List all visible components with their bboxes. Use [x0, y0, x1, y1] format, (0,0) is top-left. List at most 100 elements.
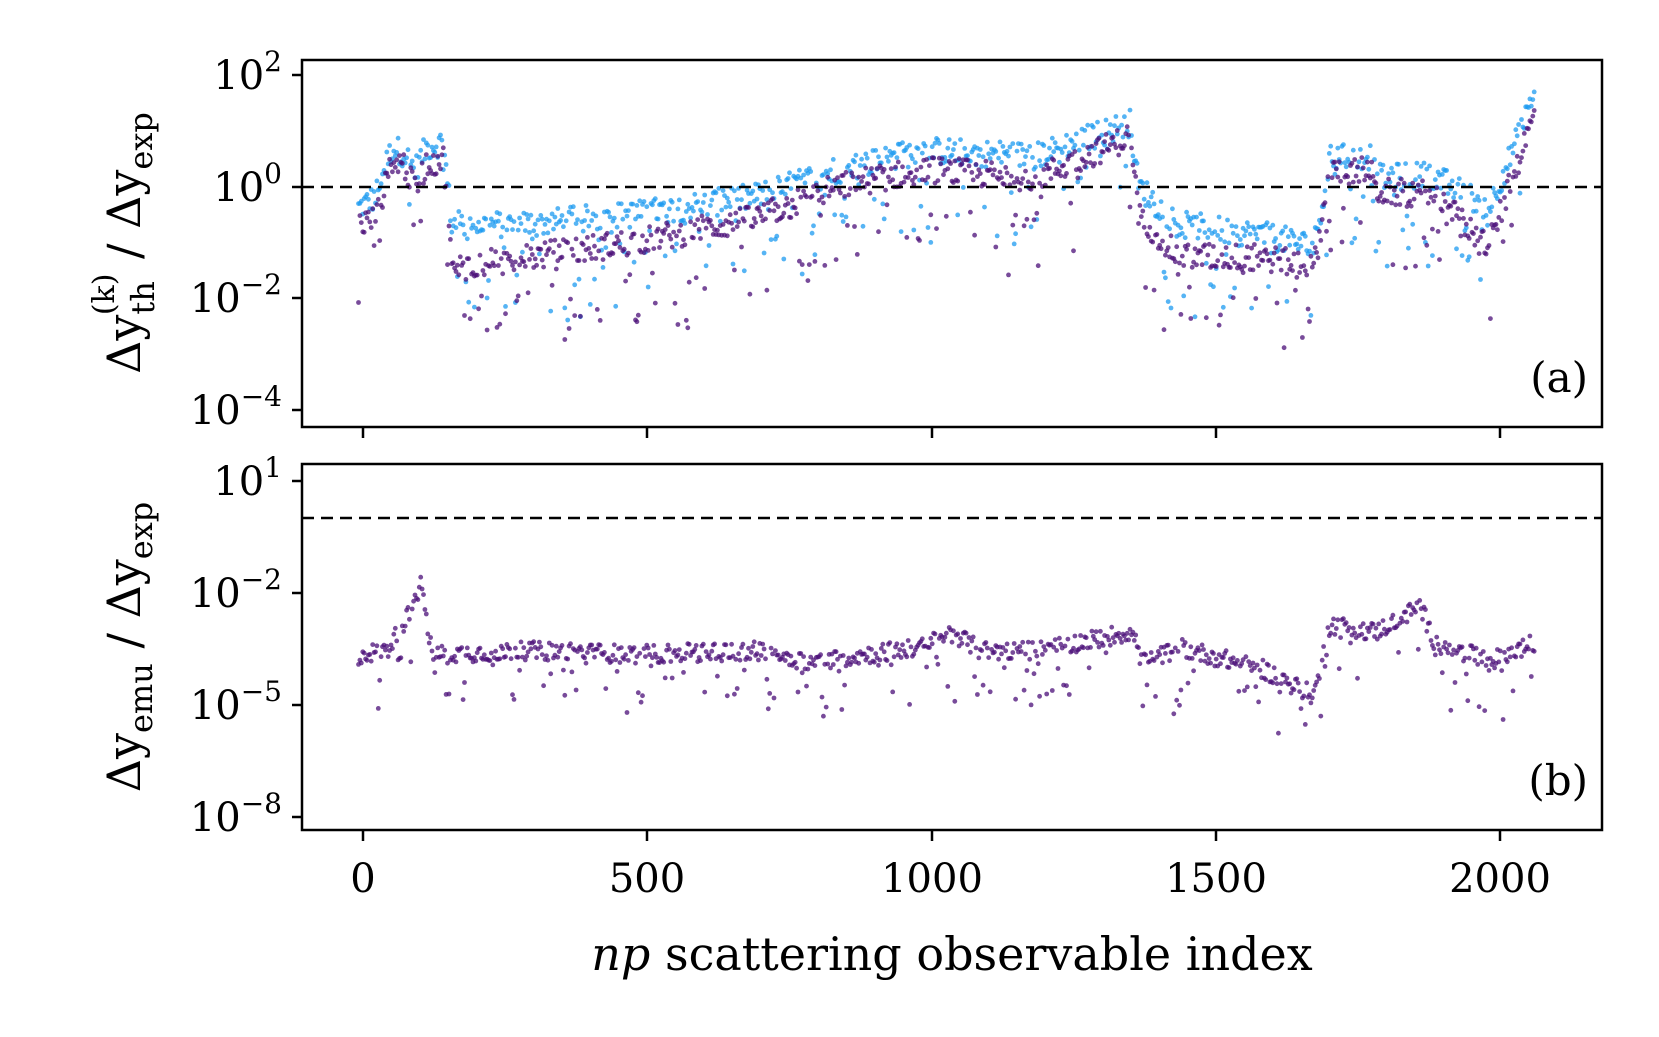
- panel-a-frame: [300, 58, 1604, 429]
- data-point-emulator: [613, 657, 619, 663]
- data-point-dark: [1291, 251, 1297, 257]
- data-point-emulator: [667, 646, 672, 652]
- data-point-light: [1350, 147, 1356, 153]
- data-point-light: [1530, 97, 1536, 102]
- data-point-emulator: [975, 692, 980, 697]
- data-point-light: [994, 233, 1000, 239]
- data-point-dark: [568, 296, 573, 302]
- data-point-light: [1445, 191, 1451, 197]
- data-point-emulator: [775, 652, 781, 658]
- data-point-dark: [1516, 170, 1521, 176]
- data-point-emulator: [1321, 644, 1326, 649]
- data-point-dark: [1408, 203, 1414, 209]
- data-point-dark: [691, 235, 696, 241]
- data-point-dark: [1277, 256, 1283, 261]
- data-point-dark: [771, 208, 777, 214]
- data-point-emulator: [1071, 645, 1076, 651]
- data-point-emulator: [792, 659, 798, 665]
- data-point-dark: [1161, 327, 1167, 333]
- data-point-light: [1455, 181, 1461, 187]
- data-point-emulator: [488, 650, 494, 656]
- data-point-light: [1384, 263, 1390, 269]
- data-point-emulator: [1448, 707, 1454, 713]
- data-point-dark: [481, 272, 487, 278]
- data-point-dark: [1140, 208, 1146, 214]
- x-tick-label: 1000: [881, 856, 983, 902]
- data-point-light: [634, 203, 640, 208]
- data-point-dark: [1434, 185, 1440, 191]
- data-point-dark: [840, 173, 846, 178]
- data-point-dark: [1263, 247, 1269, 253]
- data-point-dark: [1038, 194, 1044, 200]
- data-point-emulator: [708, 656, 713, 662]
- data-point-emulator: [1380, 618, 1386, 623]
- data-point-light: [529, 236, 535, 242]
- data-point-emulator: [1382, 626, 1387, 632]
- data-point-light: [1075, 179, 1081, 185]
- data-point-light: [378, 181, 384, 187]
- data-point-dark: [494, 325, 500, 330]
- data-point-emulator: [408, 659, 414, 665]
- data-point-dark: [1133, 174, 1139, 179]
- data-point-light: [1179, 231, 1185, 236]
- data-point-dark: [541, 264, 546, 270]
- data-point-dark: [1035, 263, 1041, 269]
- data-point-light: [1297, 236, 1302, 242]
- data-point-dark: [368, 225, 374, 231]
- data-point-dark: [513, 259, 518, 265]
- data-point-light: [857, 163, 863, 168]
- data-point-light: [797, 167, 802, 173]
- data-point-light: [1120, 134, 1126, 140]
- data-point-dark: [1338, 178, 1343, 184]
- data-point-emulator: [833, 649, 839, 655]
- data-point-emulator: [626, 658, 631, 663]
- data-point-emulator: [1311, 688, 1317, 693]
- data-point-dark: [806, 262, 812, 267]
- data-point-emulator: [614, 669, 620, 674]
- data-point-emulator: [439, 643, 445, 649]
- data-point-emulator: [411, 598, 416, 604]
- data-point-dark: [667, 232, 672, 238]
- data-point-emulator: [767, 691, 773, 696]
- data-point-emulator: [1452, 680, 1458, 685]
- data-point-emulator: [1502, 650, 1507, 655]
- data-point-dark: [732, 267, 737, 273]
- data-point-emulator: [1527, 633, 1533, 639]
- data-point-dark: [686, 279, 692, 285]
- data-point-emulator: [1396, 650, 1401, 655]
- data-point-light: [522, 228, 528, 234]
- data-point-emulator: [1182, 640, 1188, 645]
- data-point-emulator: [398, 655, 404, 661]
- panel-a-y-ticks: 102 100 10−2 10−4: [190, 45, 302, 434]
- data-point-light: [671, 218, 676, 224]
- data-point-emulator: [1274, 681, 1280, 687]
- data-point-emulator: [1319, 657, 1325, 663]
- data-point-light: [839, 212, 845, 218]
- data-point-dark: [358, 220, 364, 226]
- data-point-dark: [1014, 176, 1020, 181]
- data-point-light: [593, 213, 599, 219]
- data-point-dark: [795, 187, 801, 193]
- data-point-dark: [610, 251, 616, 256]
- data-point-emulator: [1263, 677, 1269, 682]
- data-point-light: [531, 228, 537, 234]
- data-point-dark: [917, 238, 922, 243]
- data-point-light: [1376, 239, 1382, 245]
- data-point-emulator: [1035, 661, 1041, 667]
- x-tick-label: 1500: [1165, 856, 1267, 902]
- data-point-dark: [815, 188, 821, 194]
- data-point-emulator: [1167, 658, 1172, 664]
- data-point-emulator: [686, 641, 692, 647]
- data-point-light: [570, 204, 576, 210]
- data-point-dark: [925, 174, 931, 180]
- data-point-light: [613, 303, 619, 309]
- data-point-dark: [956, 156, 962, 162]
- data-point-dark: [503, 311, 508, 317]
- data-point-light: [1178, 225, 1184, 231]
- data-point-dark: [1290, 268, 1295, 273]
- data-point-emulator: [1463, 671, 1469, 677]
- data-point-light: [952, 141, 958, 147]
- data-point-light: [1062, 144, 1068, 150]
- data-point-light: [1244, 220, 1250, 226]
- data-point-emulator: [1243, 654, 1249, 660]
